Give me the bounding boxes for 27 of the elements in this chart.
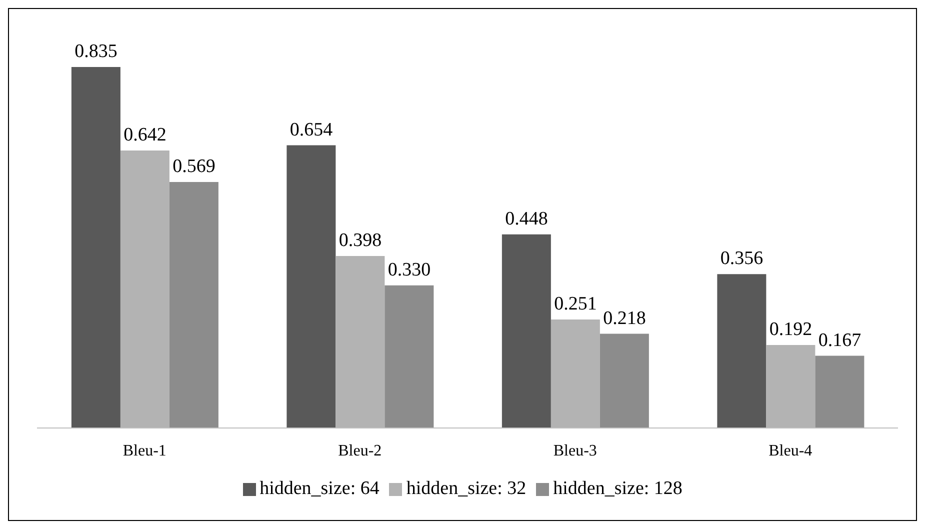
bar — [815, 356, 864, 428]
bar — [600, 334, 649, 428]
bar — [717, 274, 766, 428]
data-label: 0.642 — [124, 124, 166, 146]
data-label: 0.330 — [388, 259, 431, 280]
data-label: 0.192 — [769, 319, 812, 340]
bar — [384, 285, 434, 428]
data-label: 0.356 — [720, 248, 764, 270]
legend-label: hidden_size: 64 — [260, 478, 380, 499]
x-tick-label: Bleu-4 — [768, 442, 812, 460]
x-tick-label: Bleu-2 — [338, 442, 382, 460]
data-label: 0.398 — [338, 230, 382, 251]
bar — [71, 67, 120, 428]
bar — [286, 145, 336, 428]
bar — [169, 182, 218, 428]
data-label: 0.218 — [603, 308, 646, 329]
bar — [502, 234, 551, 428]
data-label: 0.835 — [74, 41, 118, 62]
legend-label: hidden_size: 128 — [553, 478, 682, 499]
data-label: 0.251 — [554, 294, 597, 314]
data-label: 0.569 — [172, 156, 216, 178]
legend-label: hidden_size: 32 — [406, 478, 526, 499]
x-tick-label: Bleu-3 — [553, 442, 597, 460]
x-tick-label: Bleu-1 — [122, 442, 166, 460]
data-label: 0.167 — [818, 330, 862, 351]
data-label: 0.448 — [505, 208, 548, 230]
data-label: 0.654 — [290, 119, 334, 140]
